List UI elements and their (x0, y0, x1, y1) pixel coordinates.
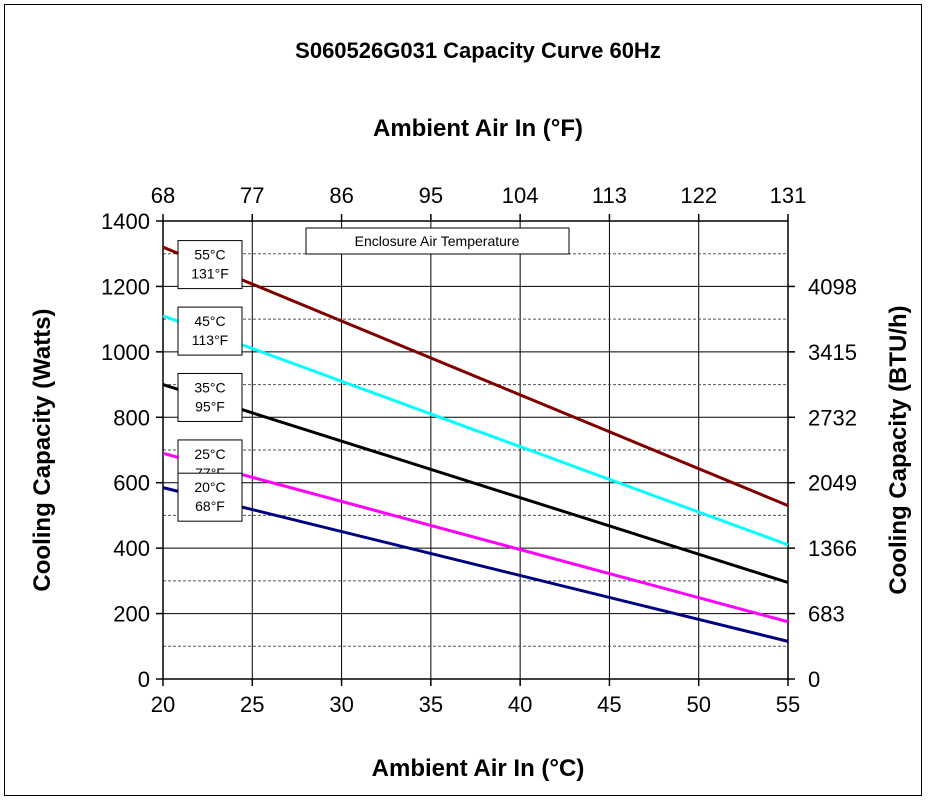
x2-tick-label: 86 (329, 183, 353, 208)
x-tick-label: 45 (597, 692, 621, 717)
x-tick-label: 55 (776, 692, 800, 717)
series-line (162, 451, 789, 624)
x-tick-label: 40 (508, 692, 532, 717)
series-label-celsius: 20°C (194, 479, 225, 495)
chart-title: S060526G031 Capacity Curve 60Hz (295, 38, 661, 63)
series-label-box (177, 240, 243, 290)
bottom-axis-title: Ambient Air In (°C) (372, 755, 585, 782)
plot-border (162, 220, 789, 680)
y-tick-label: 600 (113, 471, 150, 496)
x2-tick-label: 131 (770, 183, 807, 208)
right-axis-title: Cooling Capacity (BTU/h) (885, 305, 912, 594)
x2-tick-label: 113 (592, 183, 627, 208)
series-label-fahrenheit: 113°F (192, 332, 228, 348)
y-tick-label: 400 (113, 536, 150, 561)
legend-title: Enclosure Air Temperature (355, 233, 520, 249)
y-tick-label: 1000 (101, 340, 150, 365)
series-label-celsius: 35°C (194, 379, 225, 395)
x2-tick-label: 77 (240, 183, 264, 208)
y2-tick-label: 683 (808, 602, 845, 627)
chart-frame (4, 4, 922, 796)
x2-tick-label: 95 (419, 183, 443, 208)
series-label-box (177, 472, 243, 522)
y-tick-label: 0 (138, 667, 150, 692)
series-label-box (177, 372, 243, 422)
x2-tick-label: 122 (680, 183, 717, 208)
x2-tick-label: 104 (502, 183, 539, 208)
y-tick-label: 1400 (101, 209, 150, 234)
series-label-fahrenheit: 95°F (195, 398, 225, 414)
y2-tick-label: 0 (808, 667, 820, 692)
y2-tick-label: 2049 (808, 471, 857, 496)
series-line (162, 245, 789, 508)
y-tick-label: 800 (113, 405, 150, 430)
legend-title-box (305, 227, 570, 255)
x-tick-label: 20 (151, 692, 175, 717)
y2-tick-label: 1366 (808, 536, 857, 561)
left-axis-title: Cooling Capacity (Watts) (29, 308, 56, 591)
series-label-celsius: 25°C (194, 446, 225, 462)
x-tick-label: 25 (240, 692, 264, 717)
x-tick-label: 30 (329, 692, 353, 717)
series-line (162, 314, 789, 547)
x-tick-label: 50 (686, 692, 710, 717)
top-axis-title: Ambient Air In (°F) (373, 115, 583, 142)
series-line (162, 486, 789, 643)
x2-tick-label: 68 (151, 183, 175, 208)
y2-tick-label: 4098 (808, 274, 857, 299)
series-label-celsius: 45°C (194, 313, 225, 329)
y2-tick-label: 2732 (808, 405, 857, 430)
y2-tick-label: 3415 (808, 340, 857, 365)
series-label-fahrenheit: 131°F (191, 266, 229, 282)
series-label-celsius: 55°C (194, 247, 225, 263)
series-label-box (177, 306, 243, 356)
plot-area: 20 25 30 35 40 45 50 55 68 77 86 95 104 113 122 131 0 200… (101, 183, 857, 717)
series-label-fahrenheit: 68°F (195, 498, 225, 514)
y-tick-label: 1200 (101, 274, 150, 299)
series-line (162, 383, 789, 584)
x-tick-label: 35 (419, 692, 443, 717)
y-tick-label: 200 (113, 602, 150, 627)
